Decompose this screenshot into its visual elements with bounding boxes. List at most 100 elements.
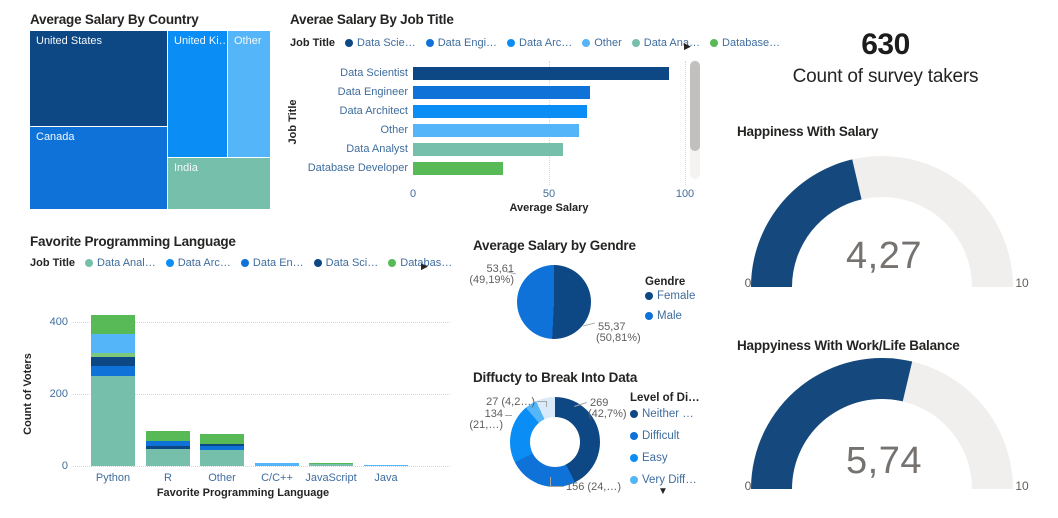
stacked-segment[interactable] xyxy=(146,445,190,450)
gauge-worklife-visual: Happyiness With Work/Life Balance 5,74 0… xyxy=(728,330,1044,515)
stacked-segment[interactable] xyxy=(200,445,244,451)
donut-chart-legend-item[interactable]: Difficult xyxy=(630,430,680,442)
legend-dot-icon xyxy=(582,39,591,47)
legend-item-label: Data Arc… xyxy=(519,37,573,49)
legend-overflow-right-icon[interactable]: ▶ xyxy=(421,261,428,271)
legend-title: Level of Di… xyxy=(630,392,700,404)
legend-item-label: Female xyxy=(657,290,696,302)
x-axis-title: Average Salary xyxy=(509,202,589,214)
stacked-segment[interactable] xyxy=(200,450,244,466)
bar-chart-visual: Averae Salary By Job Title Job Title Data… xyxy=(283,6,780,222)
bar[interactable] xyxy=(413,162,503,175)
stacked-segment[interactable] xyxy=(309,462,353,465)
stacked-segment[interactable] xyxy=(91,353,135,357)
bar[interactable] xyxy=(413,67,669,80)
stacked-column[interactable] xyxy=(146,431,190,466)
legend-dot-icon xyxy=(630,454,638,462)
donut-chart-legend-item[interactable]: Easy xyxy=(630,452,668,464)
stacked-column[interactable] xyxy=(91,314,135,466)
pie-chart-legend-item[interactable]: Male xyxy=(645,310,682,322)
bar-chart-legend-item[interactable]: Data Ana… xyxy=(631,37,700,49)
gridline xyxy=(73,322,450,323)
bar-chart-legend-item[interactable]: Database… xyxy=(710,37,780,49)
bar-category-label: Data Engineer xyxy=(337,86,408,98)
stacked-segment[interactable] xyxy=(91,356,135,366)
bar-chart-legend-item[interactable]: Data Scie… xyxy=(345,37,416,49)
treemap-tile[interactable]: United Ki… xyxy=(168,31,227,157)
treemap-tile[interactable]: Other xyxy=(228,31,270,157)
bar[interactable] xyxy=(413,143,563,156)
stacked-segment[interactable] xyxy=(91,333,135,354)
gridline xyxy=(73,394,450,395)
treemap-tile[interactable]: Canada xyxy=(30,127,167,209)
stacked-segment[interactable] xyxy=(146,449,190,466)
label-connector xyxy=(505,415,512,416)
stacked-chart-visual: Favorite Programming Language Job Title D… xyxy=(18,228,460,518)
stacked-chart-legend-item[interactable]: Data Anal… xyxy=(85,257,156,269)
stacked-segment[interactable] xyxy=(200,433,244,444)
gauge-value: 5,74 xyxy=(846,440,922,482)
bar[interactable] xyxy=(413,124,579,137)
stacked-plot: Python R Other C/C++ JavaScript Java xyxy=(18,228,460,518)
stacked-chart-legend-item[interactable]: Databas… xyxy=(388,257,452,269)
x-tick: 0 xyxy=(409,188,417,200)
pie-legend: Female Male xyxy=(645,290,695,322)
legend-item-label: Difficult xyxy=(642,430,680,442)
x-category-label: JavaScript xyxy=(305,472,357,484)
treemap-title: Average Salary By Country xyxy=(30,12,199,27)
treemap-tile[interactable]: India xyxy=(168,158,270,209)
stacked-segment[interactable] xyxy=(146,441,190,446)
donut-chart-visual: Diffucty to Break Into Data 27 (4,2…) 13… xyxy=(462,365,715,518)
stacked-segment[interactable] xyxy=(364,464,408,466)
bar-chart-legend-item[interactable]: Data Engi… xyxy=(425,37,497,49)
bar-chart-legend-item[interactable]: Data Arc… xyxy=(507,37,572,49)
legend-overflow-down-icon[interactable]: ▼ xyxy=(658,486,668,497)
scrollbar-thumb[interactable] xyxy=(690,61,700,151)
legend-dot-icon xyxy=(240,259,249,267)
label-connector xyxy=(537,401,547,407)
pie-chart-legend-item[interactable]: Female xyxy=(645,290,695,302)
legend-overflow-right-icon[interactable]: ▶ xyxy=(684,41,691,51)
stacked-segment[interactable] xyxy=(309,464,353,466)
stacked-segment[interactable] xyxy=(91,375,135,466)
legend-item-label: Data En… xyxy=(252,257,304,269)
stacked-segment[interactable] xyxy=(200,443,244,446)
treemap-tile[interactable]: United States xyxy=(30,31,167,126)
stacked-chart-legend-item[interactable]: Data Arc… xyxy=(165,257,231,269)
data-label: (21,…) xyxy=(469,419,503,431)
stacked-column[interactable] xyxy=(255,463,299,466)
gauge-max-label: 10 xyxy=(1015,276,1029,290)
donut-hole xyxy=(530,417,580,467)
gauge-value: 4,27 xyxy=(846,235,922,277)
legend-dot-icon xyxy=(507,39,516,47)
data-label: (50,81%) xyxy=(596,332,641,344)
donut-chart-legend-item[interactable]: Very Diff… xyxy=(630,474,697,486)
legend-item-label: Data Arc… xyxy=(177,257,231,269)
bar[interactable] xyxy=(413,86,590,99)
stacked-segment[interactable] xyxy=(91,365,135,376)
stacked-chart-legend-item[interactable]: Data Sci… xyxy=(313,257,378,269)
stacked-column[interactable] xyxy=(364,464,408,466)
data-label: 55,37 xyxy=(598,321,626,333)
donut-legend: Neither … Difficult Easy Very Diff… xyxy=(630,408,697,486)
stacked-chart-legend-item[interactable]: Data En… xyxy=(240,257,304,269)
x-category-label: Python xyxy=(95,472,131,484)
gridline xyxy=(73,466,450,467)
data-label: 53,61 xyxy=(486,263,514,275)
legend-dot-icon xyxy=(630,410,638,418)
legend-dot-icon xyxy=(345,39,354,47)
stacked-segment[interactable] xyxy=(91,314,135,334)
donut-chart-legend-item[interactable]: Neither … xyxy=(630,408,694,420)
gauge-arc xyxy=(751,357,1013,489)
bar[interactable] xyxy=(413,105,588,118)
bar-chart-legend-item[interactable]: Other xyxy=(582,37,622,49)
legend-dot-icon xyxy=(645,292,653,300)
stacked-column[interactable] xyxy=(309,462,353,466)
legend-dot-icon xyxy=(165,259,174,267)
stacked-column[interactable] xyxy=(200,433,244,466)
x-category-label: C/C++ xyxy=(261,472,293,484)
gridline xyxy=(549,61,550,185)
stacked-segment[interactable] xyxy=(146,431,190,442)
pie[interactable] xyxy=(517,265,591,339)
stacked-segment[interactable] xyxy=(255,463,299,466)
